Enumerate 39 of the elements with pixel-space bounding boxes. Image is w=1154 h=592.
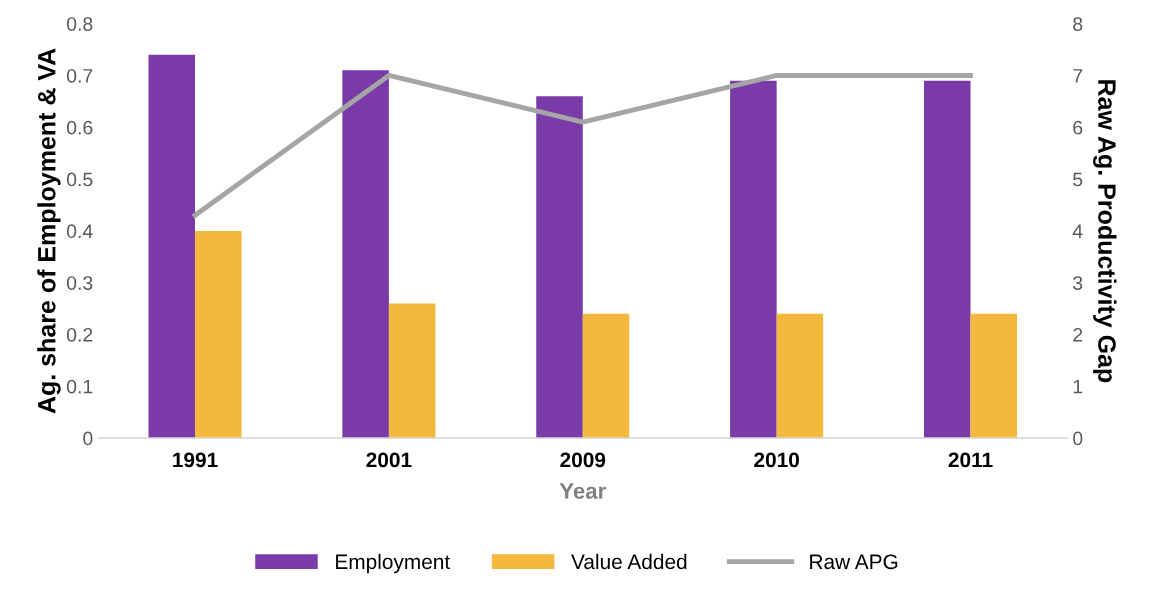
y2-tick-label: 7 [1073, 69, 1083, 83]
bar [776, 313, 824, 439]
y2-tick-label: 0 [1073, 431, 1083, 446]
bar [342, 70, 389, 439]
x-tick-label: 2010 [754, 452, 799, 468]
bar [582, 313, 630, 439]
x-tick-label: 2011 [948, 452, 993, 468]
y-tick-label: 0.8 [66, 17, 93, 31]
y-tick-label: 0.6 [66, 120, 93, 135]
y2-tick-label: 2 [1073, 327, 1083, 342]
bar [148, 54, 196, 439]
legend-label: Employment [336, 553, 451, 574]
y-tick-label: 0.2 [66, 327, 93, 342]
legend-label: Raw APG [810, 554, 898, 570]
y-tick-label: 0.3 [66, 276, 93, 290]
x-axis-title: Year [559, 483, 606, 499]
x-tick-label: 2009 [560, 452, 606, 468]
bar [195, 230, 242, 439]
bar [388, 303, 436, 439]
y-tick-label: 0.5 [66, 172, 93, 187]
y-tick-label: 0.4 [66, 224, 93, 239]
y2-tick-label: 8 [1073, 17, 1083, 31]
y2-axis-title: Raw Ag. Productivity Gap [1093, 80, 1117, 383]
x-tick-label: 1991 [173, 452, 218, 468]
bar [970, 313, 1018, 439]
bar [730, 80, 777, 439]
y-tick-label: 0.7 [66, 68, 93, 83]
y2-tick-label: 4 [1072, 224, 1083, 238]
y2-tick-label: 1 [1073, 379, 1083, 394]
bar [536, 96, 583, 439]
x-tick-label: 2001 [366, 452, 412, 468]
y-axis-title: Ag. share of Employment & VA [37, 48, 61, 414]
y2-tick-label: 5 [1073, 172, 1083, 187]
y2-tick-label: 3 [1073, 276, 1083, 290]
y2-tick-label: 6 [1073, 120, 1083, 135]
y-tick-label: 0.1 [66, 379, 93, 394]
legend-label: Value Added [571, 553, 687, 570]
bar [923, 80, 971, 439]
y-tick-label: 0 [83, 431, 93, 446]
